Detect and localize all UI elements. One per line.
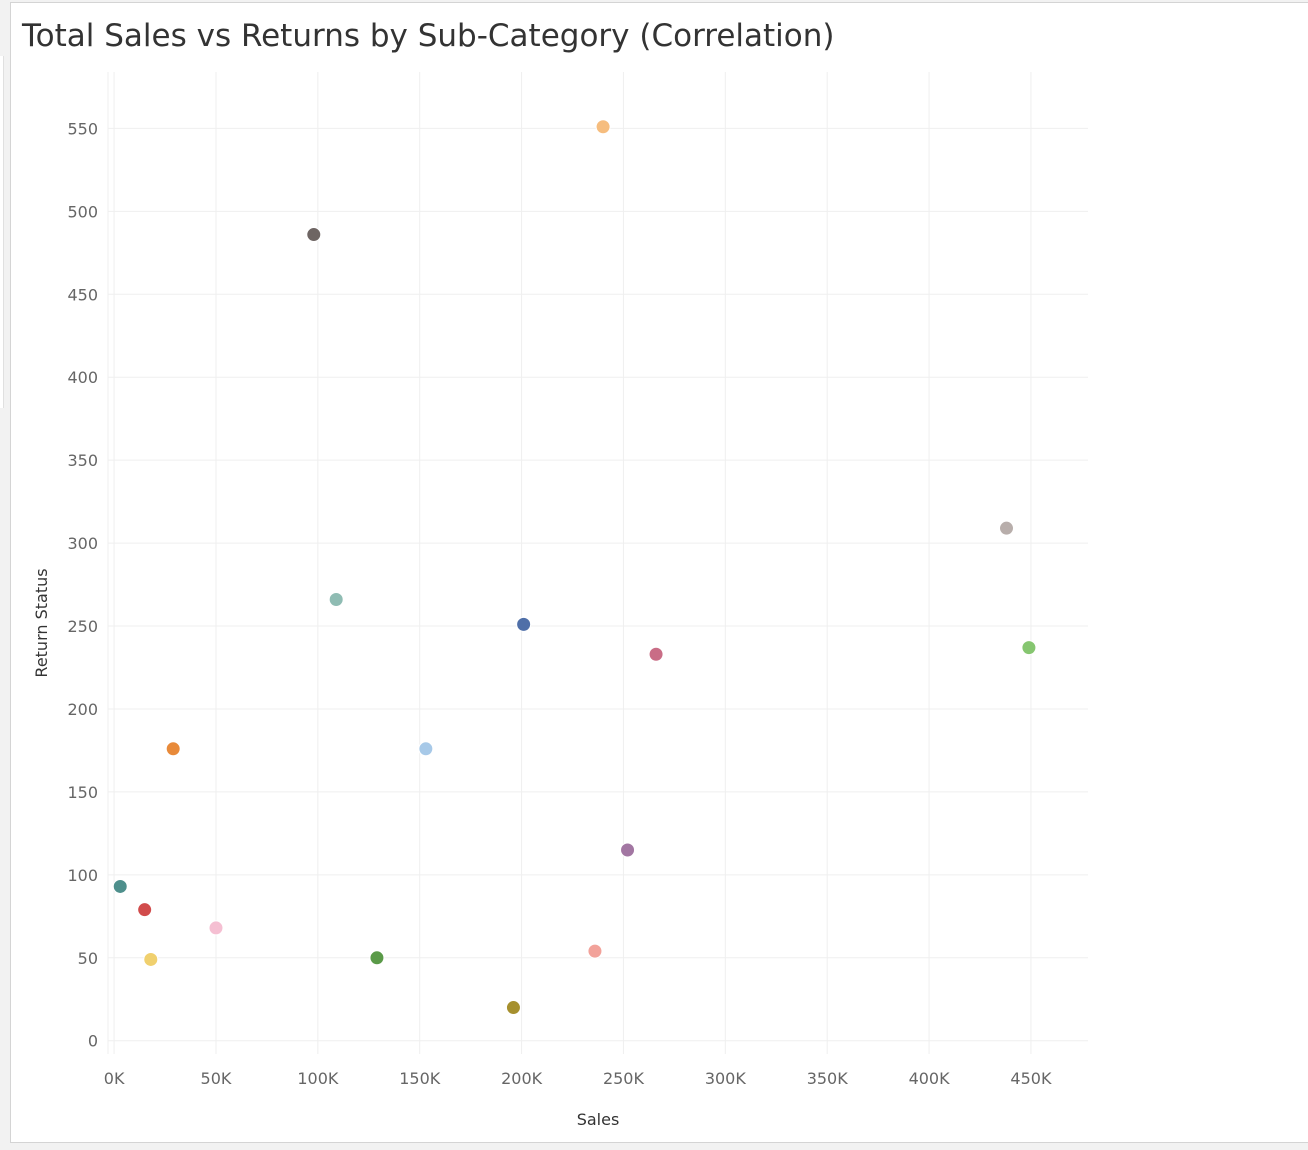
- y-tick-label: 100: [67, 866, 98, 885]
- scatter-point[interactable]: [587, 943, 603, 959]
- y-tick-label: 0: [88, 1032, 98, 1051]
- y-tick-label: 50: [78, 949, 98, 968]
- scatter-point[interactable]: [328, 591, 344, 607]
- scatter-point[interactable]: [208, 920, 224, 936]
- scatter-point[interactable]: [306, 227, 322, 243]
- scatter-point[interactable]: [143, 951, 159, 967]
- scatter-point[interactable]: [137, 902, 153, 918]
- y-tick-label: 500: [67, 202, 98, 221]
- scatter-point[interactable]: [165, 741, 181, 757]
- x-axis-ticks: 0K 50K 100K 150K 200K 250K 300K 350K 400K 450K: [104, 1069, 1052, 1088]
- scatter-point[interactable]: [1021, 640, 1037, 656]
- scatter-point[interactable]: [999, 520, 1015, 536]
- y-tick-label: 150: [67, 783, 98, 802]
- x-tick-label: 200K: [501, 1069, 543, 1088]
- y-axis-title: Return Status: [32, 568, 51, 677]
- x-tick-label: 50K: [201, 1069, 232, 1088]
- y-tick-label: 250: [67, 617, 98, 636]
- data-points[interactable]: [112, 119, 1037, 1016]
- y-tick-label: 550: [67, 119, 98, 138]
- x-axis-title: Sales: [577, 1110, 620, 1129]
- scatter-point[interactable]: [648, 646, 664, 662]
- y-tick-label: 450: [67, 285, 98, 304]
- y-tick-label: 200: [67, 700, 98, 719]
- y-tick-label: 300: [67, 534, 98, 553]
- y-tick-label: 350: [67, 451, 98, 470]
- sidebar-edge: [0, 56, 4, 408]
- scatter-point[interactable]: [595, 119, 611, 135]
- scatter-point[interactable]: [418, 741, 434, 757]
- y-tick-label: 400: [67, 368, 98, 387]
- x-tick-label: 250K: [603, 1069, 645, 1088]
- x-tick-label: 150K: [399, 1069, 441, 1088]
- y-axis-ticks: 0 50 100 150 200 250 300 350 400 450 500 550: [67, 119, 98, 1050]
- scatter-point[interactable]: [620, 842, 636, 858]
- scatter-point[interactable]: [369, 950, 385, 966]
- x-tick-label: 100K: [297, 1069, 339, 1088]
- x-tick-label: 350K: [807, 1069, 849, 1088]
- chart-title: Total Sales vs Returns by Sub-Category (…: [22, 18, 835, 54]
- x-tick-label: 450K: [1010, 1069, 1052, 1088]
- grid: [107, 72, 1088, 1054]
- x-tick-label: 400K: [909, 1069, 951, 1088]
- x-tick-label: 300K: [705, 1069, 747, 1088]
- scatter-point[interactable]: [112, 878, 128, 894]
- scatter-point[interactable]: [516, 616, 532, 632]
- scatter-point[interactable]: [505, 1000, 521, 1016]
- chart-panel: [10, 2, 1308, 1143]
- x-tick-label: 0K: [104, 1069, 125, 1088]
